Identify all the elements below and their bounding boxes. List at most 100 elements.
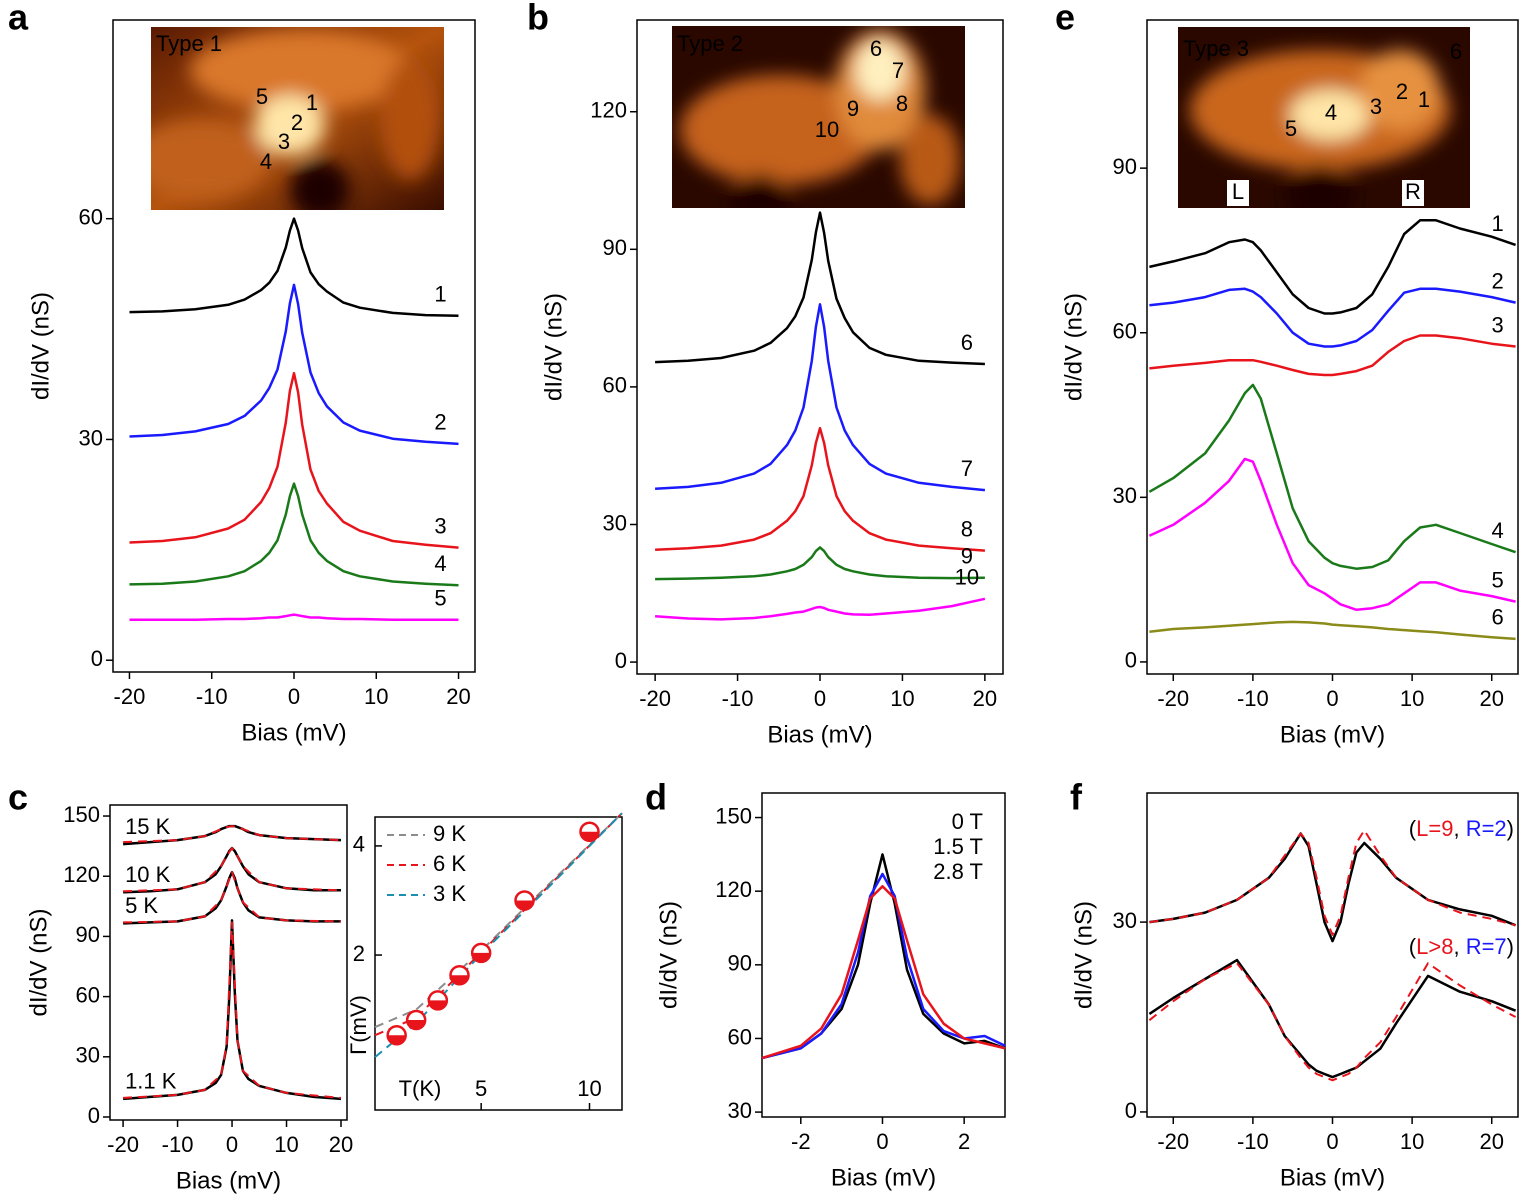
series-label: 5 bbox=[1491, 567, 1503, 592]
site-label: 10 bbox=[815, 117, 839, 142]
x-axis-label: Bias (mV) bbox=[1280, 1164, 1385, 1191]
annotation-part: L>8 bbox=[1416, 934, 1453, 959]
legend-entry: 9 K bbox=[433, 821, 466, 846]
series-label: 2 bbox=[434, 410, 446, 435]
x-tick-label: 10 bbox=[577, 1076, 601, 1101]
curve bbox=[1148, 457, 1516, 612]
x-axis-label: Bias (mV) bbox=[767, 721, 872, 748]
series-label: 5 K bbox=[125, 893, 158, 918]
x-tick-label: 10 bbox=[274, 1132, 298, 1157]
x-tick-label: 5 bbox=[475, 1076, 487, 1101]
y-axis-label: dI/dV (nS) bbox=[27, 292, 54, 400]
site-label: 9 bbox=[847, 96, 859, 121]
series-label: 8 bbox=[961, 516, 973, 541]
x-tick-label: 0 bbox=[876, 1129, 888, 1154]
curve bbox=[761, 872, 1006, 1060]
y-tick-label: 30 bbox=[79, 425, 103, 450]
x-tick-label: -20 bbox=[1157, 1129, 1189, 1154]
data-point-half bbox=[387, 1035, 406, 1045]
fit-line bbox=[374, 812, 623, 1037]
site-label: 2 bbox=[291, 110, 303, 135]
site-label: 7 bbox=[892, 58, 904, 83]
y-tick-label: 120 bbox=[590, 98, 627, 123]
legend-entry: 6 K bbox=[433, 851, 466, 876]
site-label: 4 bbox=[1325, 100, 1337, 125]
panel-label: c bbox=[8, 777, 28, 818]
curve bbox=[1149, 287, 1516, 348]
y-tick-label: 0 bbox=[1125, 648, 1137, 673]
annotation-part: R=2 bbox=[1466, 816, 1507, 841]
panel-label: f bbox=[1070, 777, 1083, 818]
site-label: 2 bbox=[1396, 79, 1408, 104]
y-tick-label: 2 bbox=[353, 941, 365, 966]
site-label: 3 bbox=[1370, 94, 1382, 119]
y-axis-label: dI/dV (nS) bbox=[1070, 901, 1097, 1009]
x-tick-label: -10 bbox=[196, 684, 228, 709]
curve bbox=[129, 371, 459, 549]
annotation-part: , bbox=[1453, 816, 1465, 841]
site-label: 4 bbox=[260, 149, 272, 174]
curve bbox=[1149, 334, 1516, 377]
x-tick-label: -2 bbox=[791, 1129, 811, 1154]
annotation-part: R=7 bbox=[1466, 934, 1507, 959]
x-tick-label: 20 bbox=[973, 686, 997, 711]
fit-line bbox=[1148, 962, 1517, 1082]
corner-label: L bbox=[1232, 179, 1244, 204]
curve bbox=[129, 613, 459, 622]
y-tick-label: 30 bbox=[1113, 908, 1137, 933]
y-tick-label: 90 bbox=[728, 951, 752, 976]
x-tick-label: 0 bbox=[226, 1132, 238, 1157]
curve bbox=[1149, 832, 1517, 943]
y-tick-label: 150 bbox=[715, 803, 752, 828]
fit-line bbox=[1149, 829, 1516, 936]
curve bbox=[1149, 620, 1516, 641]
legend-entry: 0 T bbox=[952, 809, 983, 834]
fit-line bbox=[123, 921, 342, 1099]
series-label: 6 bbox=[961, 330, 973, 355]
x-axis-label: Bias (mV) bbox=[241, 719, 346, 746]
fit-line bbox=[374, 812, 623, 1029]
curve bbox=[655, 426, 985, 552]
y-tick-label: 60 bbox=[76, 982, 100, 1007]
series-label: 10 K bbox=[125, 862, 171, 887]
y-tick-label: 0 bbox=[91, 646, 103, 671]
data-point-half bbox=[580, 831, 599, 841]
x-tick-label: -10 bbox=[722, 686, 754, 711]
y-axis-label: dI/dV (nS) bbox=[1060, 293, 1087, 401]
x-tick-label: -20 bbox=[114, 684, 146, 709]
panel-label: b bbox=[527, 0, 549, 38]
y-tick-label: 30 bbox=[603, 510, 627, 535]
fit-line bbox=[123, 825, 342, 844]
curve bbox=[655, 211, 985, 366]
y-axis-label: dI/dV (nS) bbox=[540, 293, 567, 401]
site-label: 1 bbox=[306, 90, 318, 115]
y-axis-label: dI/dV (nS) bbox=[655, 901, 682, 1009]
y-tick-label: 30 bbox=[1113, 483, 1137, 508]
x-tick-label: 10 bbox=[364, 684, 388, 709]
x-axis-label: Bias (mV) bbox=[176, 1167, 281, 1194]
curve bbox=[1148, 958, 1517, 1079]
stm-image bbox=[672, 26, 965, 208]
x-tick-label: -20 bbox=[639, 686, 671, 711]
curve bbox=[761, 885, 1006, 1060]
y-tick-label: 90 bbox=[1113, 154, 1137, 179]
site-label: 8 bbox=[896, 91, 908, 116]
curve bbox=[655, 597, 986, 621]
x-tick-label: 10 bbox=[890, 686, 914, 711]
x-tick-label: -20 bbox=[107, 1132, 139, 1157]
series-label: 4 bbox=[1491, 518, 1503, 543]
corner-label: R bbox=[1405, 179, 1421, 204]
x-axis-label: Bias (mV) bbox=[831, 1164, 936, 1191]
axes-box bbox=[761, 792, 1006, 1118]
site-label: 5 bbox=[256, 84, 268, 109]
site-label: 6 bbox=[1450, 39, 1462, 64]
annotation-part: ( bbox=[1409, 934, 1417, 959]
x-tick-label: 2 bbox=[958, 1129, 970, 1154]
series-label: 6 bbox=[1491, 605, 1503, 630]
inset-title: Type 3 bbox=[1183, 36, 1249, 61]
x-tick-label: 10 bbox=[1400, 1129, 1424, 1154]
legend-entry: 1.5 T bbox=[933, 834, 983, 859]
y-tick-label: 120 bbox=[715, 877, 752, 902]
data-point-half bbox=[450, 975, 469, 985]
